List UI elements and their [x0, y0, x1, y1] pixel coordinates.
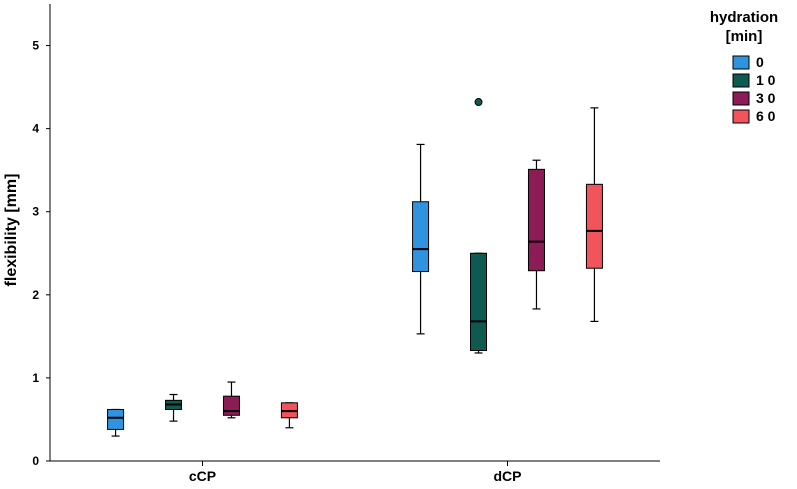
legend-label: 0 — [756, 54, 764, 70]
outlier-point — [474, 98, 483, 107]
box-dCP-10 — [470, 98, 488, 354]
y-tick-label: 1 — [32, 371, 39, 385]
legend-swatch — [732, 73, 750, 88]
y-tick-label: 5 — [32, 39, 39, 53]
box-dCP-30 — [527, 159, 545, 310]
legend-swatch — [732, 109, 750, 124]
legend-item-10: 1 0 — [732, 72, 776, 88]
legend-label: 6 0 — [756, 108, 776, 124]
y-tick-label: 2 — [32, 288, 39, 302]
legend-label: 3 0 — [756, 90, 776, 106]
legend-swatch — [732, 55, 750, 70]
y-tick-label: 4 — [32, 122, 39, 136]
box-dCP-0 — [412, 143, 430, 335]
y-tick-label: 3 — [32, 205, 39, 219]
box-body — [412, 201, 430, 273]
box-body — [527, 168, 545, 272]
box-cCP-10 — [165, 393, 183, 422]
y-axis-label: flexibility [mm] — [3, 174, 20, 287]
box-dCP-60 — [585, 107, 603, 323]
box-body — [470, 252, 488, 351]
legend-item-0: 0 — [732, 54, 764, 70]
box-body — [107, 408, 125, 430]
x-tick-label: dCP — [494, 468, 522, 484]
legend-title-line2: [min] — [726, 28, 763, 45]
legend-label: 1 0 — [756, 72, 776, 88]
box-cCP-30 — [222, 381, 240, 419]
box-body — [222, 395, 240, 416]
box-cCP-60 — [280, 402, 298, 429]
legend-item-60: 6 0 — [732, 108, 776, 124]
box-body — [585, 183, 603, 269]
box-cCP-0 — [107, 408, 125, 437]
boxes-layer — [107, 98, 603, 437]
x-tick-label: cCP — [189, 468, 216, 484]
legend-title-line1: hydration — [710, 9, 778, 26]
legend-swatch — [732, 91, 750, 106]
axes-layer: 0 1 2 3 4 5 cCP dCP — [32, 4, 660, 484]
y-tick-label: 0 — [32, 454, 39, 468]
legend: hydration [min] 0 1 0 3 0 6 0 — [710, 9, 778, 124]
legend-item-30: 3 0 — [732, 90, 776, 106]
